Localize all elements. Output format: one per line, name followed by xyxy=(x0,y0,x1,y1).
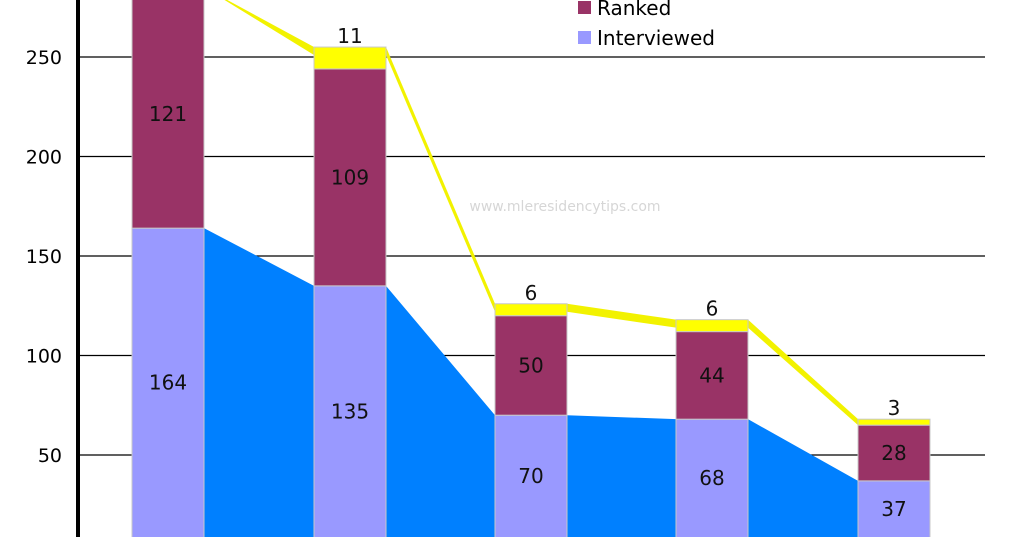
bar-segment xyxy=(857,418,931,426)
data-label: 11 xyxy=(337,24,362,48)
y-axis: 50 100 150 200 250 xyxy=(26,0,80,537)
watermark: www.mleresidencytips.com xyxy=(469,199,660,215)
bar-segment xyxy=(675,418,749,537)
y-tick-label-200: 200 xyxy=(26,147,62,169)
legend-label: Interviewed xyxy=(597,26,715,50)
bar-segment xyxy=(857,424,931,482)
data-label: 121 xyxy=(149,102,187,126)
data-label: 28 xyxy=(881,441,906,465)
data-label: 68 xyxy=(699,466,724,490)
segment-labels: 164 121 135 109 11 70 50 6 68 44 6 37 28 3 xyxy=(149,24,907,521)
data-label: 109 xyxy=(331,165,369,189)
bar-segment xyxy=(131,0,205,229)
trend-band-segment xyxy=(386,47,495,312)
bar-segment xyxy=(857,480,931,537)
bar-segment xyxy=(313,68,387,287)
y-tick-label-100: 100 xyxy=(26,346,62,368)
bars xyxy=(131,0,931,537)
bar-segment xyxy=(494,303,568,317)
trend-band-segment xyxy=(567,303,676,328)
y-tick-label-150: 150 xyxy=(26,246,62,268)
trend-band-segment xyxy=(224,0,314,56)
legend-label: Ranked xyxy=(597,0,671,20)
y-tick-label-250: 250 xyxy=(26,47,62,69)
bar-segment xyxy=(313,46,387,70)
bar-segment xyxy=(494,315,568,416)
data-label: 164 xyxy=(149,371,187,395)
legend-swatch xyxy=(578,1,591,14)
data-label: 70 xyxy=(518,464,543,488)
trend-band-segment xyxy=(748,319,858,426)
data-label: 50 xyxy=(518,353,543,377)
data-label: 44 xyxy=(699,363,724,387)
bar-segment xyxy=(494,414,568,537)
top-trend-band xyxy=(224,0,858,426)
data-label: 3 xyxy=(888,396,901,420)
legend: Ranked Interviewed xyxy=(578,0,715,50)
bar-segment xyxy=(313,285,387,537)
data-label: 37 xyxy=(881,497,906,521)
data-label: 135 xyxy=(331,399,369,423)
data-label: 6 xyxy=(706,297,719,321)
y-tick-label-50: 50 xyxy=(38,445,62,467)
data-label: 6 xyxy=(525,281,538,305)
bar-segment xyxy=(675,319,749,333)
legend-swatch xyxy=(578,31,591,44)
